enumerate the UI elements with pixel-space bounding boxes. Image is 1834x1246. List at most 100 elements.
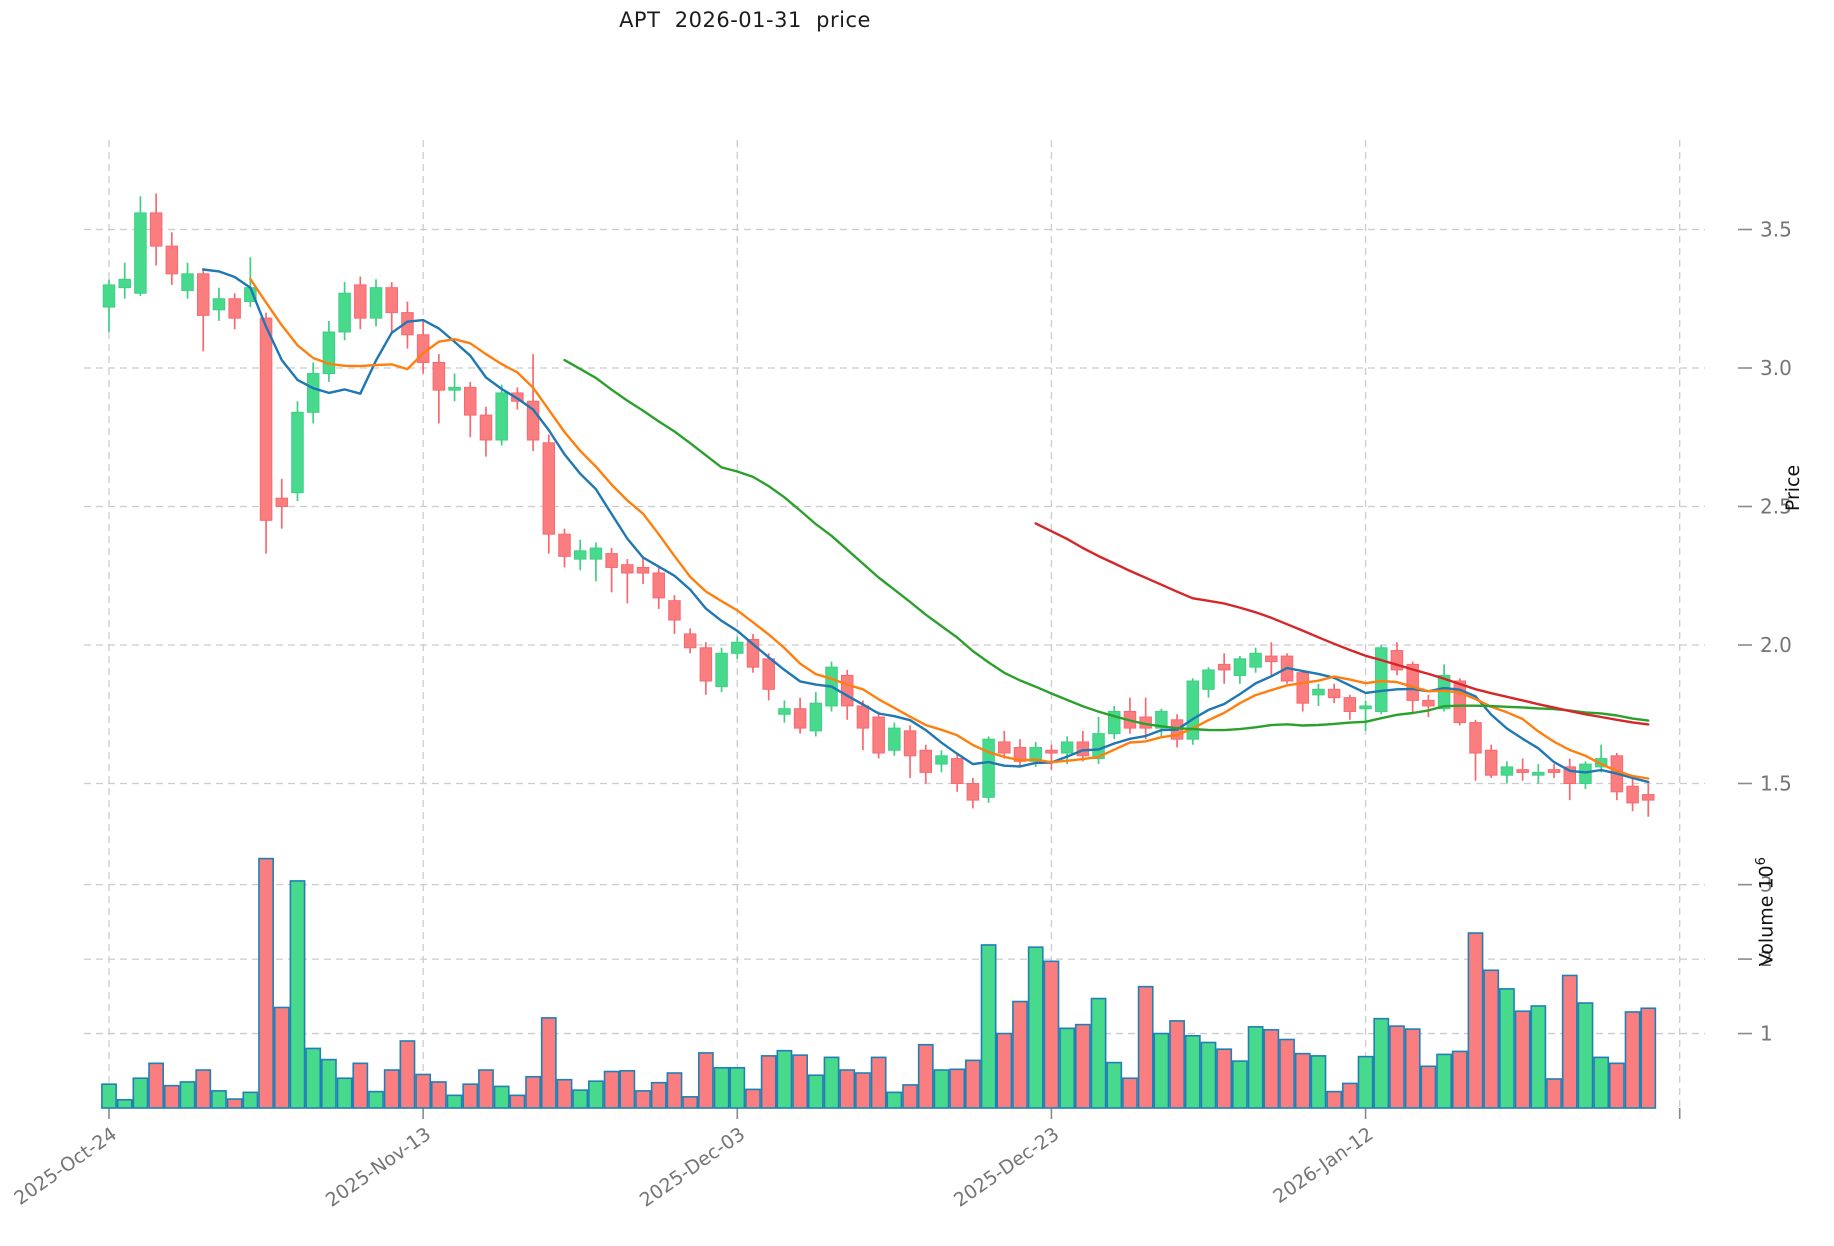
volume-bar <box>792 1054 809 1109</box>
volume-bar <box>870 1056 887 1109</box>
candle-body <box>1155 710 1168 729</box>
candle-body <box>1579 763 1592 784</box>
volume-bar <box>148 1062 165 1109</box>
volume-bar <box>1090 997 1107 1109</box>
volume-bar <box>493 1085 510 1109</box>
candle-body <box>1516 769 1529 773</box>
volume-bar <box>1593 1056 1610 1109</box>
candle-body <box>888 727 901 751</box>
candle-body <box>448 386 461 391</box>
volume-axis-unit-base: 10 <box>1755 865 1778 890</box>
candle-body <box>1312 688 1325 696</box>
candle-body <box>118 278 131 289</box>
x-tick-label: 2025-Oct-24 <box>10 1123 121 1210</box>
candle-body <box>1626 785 1639 804</box>
price-tick-label: 1.5 <box>1760 772 1792 796</box>
volume-bar <box>195 1069 212 1109</box>
volume-axis-label: Volume 106 <box>1754 857 1777 966</box>
candle-body <box>715 652 728 688</box>
candle-body <box>1547 769 1561 773</box>
volume-bar <box>1514 1010 1531 1109</box>
volume-bar <box>1373 1017 1390 1109</box>
candle-body <box>1107 710 1121 735</box>
volume-bar <box>1436 1053 1452 1109</box>
volume-bar <box>1184 1034 1201 1109</box>
volume-bar <box>1012 1000 1028 1109</box>
candle-body <box>464 386 477 416</box>
volume-bar <box>917 1043 934 1109</box>
candle-body <box>1453 680 1467 724</box>
volume-bar <box>1483 969 1500 1109</box>
volume-bar <box>1420 1065 1437 1109</box>
volume-bar <box>1027 946 1044 1109</box>
candle-body <box>950 758 964 785</box>
volume-axis-label-text: Volume <box>1755 895 1778 967</box>
volume-bar <box>352 1062 369 1109</box>
volume-bar <box>430 1081 447 1109</box>
candle-body <box>275 497 289 508</box>
volume-bar <box>760 1055 777 1109</box>
volume-bar <box>1467 932 1484 1109</box>
volume-tick-label: 3 <box>1760 873 1773 897</box>
candle-body <box>919 749 933 773</box>
volume-bar <box>1499 988 1515 1109</box>
volume-bar <box>1530 1005 1547 1109</box>
volume-bar <box>478 1069 494 1109</box>
candle-body <box>1060 741 1074 754</box>
volume-bar <box>1169 1020 1185 1109</box>
candle-body <box>1249 652 1262 668</box>
volume-bar <box>980 944 997 1109</box>
volume-bar <box>996 1032 1013 1109</box>
volume-bar <box>1577 1002 1594 1109</box>
volume-bar <box>886 1091 903 1109</box>
volume-bar <box>839 1069 856 1109</box>
volume-bar <box>933 1069 950 1109</box>
candle-body <box>1532 771 1545 776</box>
price-axis-label: Price <box>1781 464 1804 512</box>
candle-body <box>228 298 241 319</box>
x-tick-label: 2026-Jan-12 <box>1269 1123 1377 1208</box>
volume-bar <box>1279 1038 1295 1109</box>
candle-body <box>573 550 587 560</box>
volume-bar <box>807 1074 824 1109</box>
candle-body <box>793 708 807 729</box>
candle-body <box>149 212 163 247</box>
candle-body <box>731 641 744 654</box>
candle-body <box>872 716 885 754</box>
candle-body <box>432 361 446 391</box>
candle-body <box>746 638 760 668</box>
volume-bar <box>179 1081 196 1109</box>
candle-body <box>322 331 336 375</box>
candle-body <box>668 600 681 621</box>
volume-bar <box>682 1096 699 1109</box>
volume-bar <box>1200 1041 1217 1109</box>
candle-body <box>998 741 1011 754</box>
moving-average-line-7 <box>201 268 1650 784</box>
x-tick-label: 2025-Dec-23 <box>950 1123 1063 1212</box>
candle-body <box>903 730 917 757</box>
volume-bar <box>666 1072 683 1109</box>
volume-bar <box>1247 1026 1264 1109</box>
candle-body <box>134 212 147 294</box>
candle-body <box>1642 794 1655 801</box>
candle-body <box>1359 705 1372 710</box>
volume-bar <box>1059 1027 1076 1109</box>
candle-body <box>589 547 603 560</box>
volume-bar <box>446 1094 463 1109</box>
candle-body <box>102 284 116 308</box>
volume-bar <box>116 1099 133 1109</box>
volume-bar <box>1122 1077 1138 1109</box>
candle-body <box>511 392 524 402</box>
volume-bar <box>1294 1052 1311 1109</box>
price-tick-label: 3.5 <box>1760 218 1792 242</box>
volume-bar <box>1608 1062 1625 1109</box>
volume-bar <box>101 1083 117 1109</box>
price-tick-label: 3.0 <box>1760 356 1792 380</box>
candle-body <box>1186 680 1200 740</box>
volume-bar <box>540 1017 557 1109</box>
volume-bar <box>368 1090 384 1109</box>
volume-bar <box>1451 1050 1468 1109</box>
volume-bar <box>1624 1011 1641 1109</box>
